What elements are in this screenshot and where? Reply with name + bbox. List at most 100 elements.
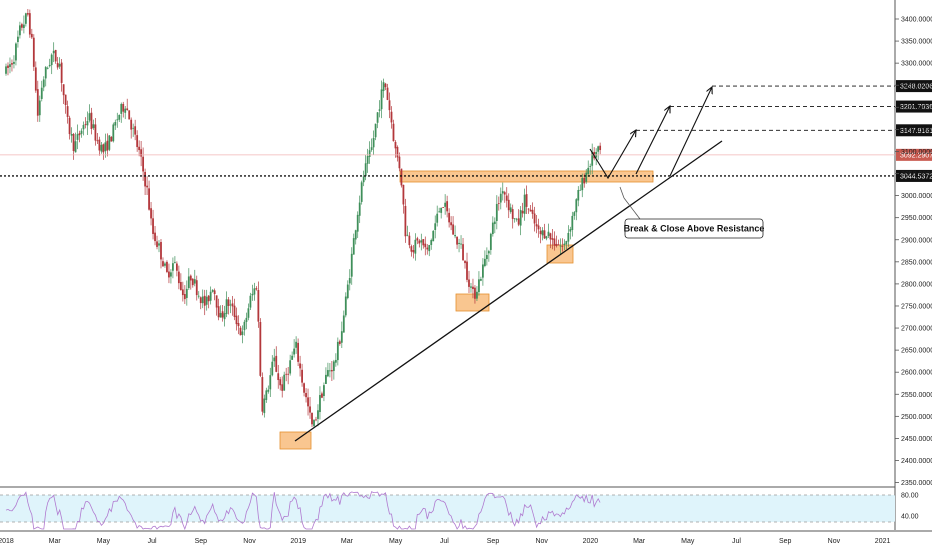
candle-body — [476, 291, 478, 299]
candle-body — [281, 384, 284, 391]
candle-body — [233, 305, 236, 317]
candle-body — [485, 254, 488, 260]
candle-body — [88, 113, 91, 121]
candle-body — [319, 395, 321, 413]
price-tick-label: 3350.0000 — [901, 39, 932, 46]
candle-body — [162, 261, 164, 267]
time-tick-label: Jul — [148, 538, 157, 545]
candle-body — [507, 199, 510, 211]
candle-body — [40, 87, 43, 99]
candle-body — [537, 225, 540, 230]
candle-body — [472, 286, 474, 290]
candle-body — [517, 218, 520, 225]
resistance-tag — [896, 169, 932, 182]
candle-body — [9, 64, 11, 68]
price-tick-label: 3250.0000 — [901, 83, 932, 90]
price-tick-label: 2600.0000 — [901, 370, 932, 377]
candle-body — [301, 369, 303, 383]
callout-pointer — [623, 197, 641, 220]
candle-body — [505, 195, 508, 201]
candle-body — [325, 374, 327, 384]
time-tick-label: Mar — [633, 538, 646, 545]
candle-body — [297, 342, 300, 362]
candle-body — [360, 182, 363, 202]
candle-body — [50, 54, 53, 66]
candle-body — [38, 100, 41, 116]
candle-body — [287, 373, 290, 375]
candle-body — [444, 202, 447, 207]
candle-body — [152, 218, 154, 234]
candle-body — [191, 278, 194, 286]
candle-body — [430, 240, 433, 245]
candle-body — [168, 271, 170, 278]
time-tick-label: Jul — [440, 538, 449, 545]
candle-body — [573, 212, 576, 216]
candle-body — [509, 207, 512, 212]
candle-body — [138, 146, 141, 151]
candle-body — [386, 87, 389, 100]
candle-body — [575, 199, 578, 213]
candle-body — [146, 185, 148, 188]
candle-body — [321, 393, 323, 398]
candle-body — [418, 240, 421, 244]
candle-body — [291, 355, 294, 360]
candle-body — [104, 142, 107, 152]
candle-body — [478, 279, 480, 293]
candle-body — [315, 419, 317, 421]
candle-body — [273, 357, 276, 362]
candle-body — [527, 208, 530, 210]
candle-body — [408, 235, 411, 246]
candle-body — [456, 236, 458, 245]
candle-body — [42, 79, 45, 88]
candle-body — [183, 294, 186, 300]
price-tick-label: 2550.0000 — [901, 392, 932, 399]
rsi-pane: 80.00 40.00 — [5, 491, 919, 531]
candle-body — [108, 135, 111, 150]
resistance-tag-label: 3044.5372 — [900, 173, 932, 180]
candle-body — [239, 327, 242, 336]
candle-body — [434, 223, 437, 230]
candle-body — [112, 124, 115, 142]
candle-body — [523, 194, 526, 214]
candle-body — [144, 171, 146, 187]
candle-body — [132, 127, 135, 129]
candle-body — [482, 264, 484, 278]
candle-body — [448, 212, 451, 223]
candle-body — [229, 304, 232, 306]
candle-body — [334, 359, 337, 363]
candle-body — [46, 67, 49, 69]
candle-body — [589, 166, 592, 167]
time-axis: 2018 Mar May Jul Sep Nov 2019 Mar May Jul Sep Nov 20… — [0, 538, 890, 545]
candle-body — [541, 230, 544, 236]
candle-body — [313, 420, 315, 426]
candle-body — [120, 103, 123, 114]
time-tick-label: Nov — [243, 538, 256, 545]
candle-body — [130, 119, 133, 130]
price-tick-label: 3050.0000 — [901, 171, 932, 178]
candle-body — [156, 241, 158, 247]
candle-body — [332, 361, 335, 371]
candle-body — [177, 271, 180, 284]
candle-body — [179, 282, 182, 291]
candle-body — [158, 243, 160, 246]
candle-body — [370, 147, 373, 150]
rsi-tick-label: 80.00 — [901, 493, 919, 500]
candle-body — [491, 222, 494, 235]
candle-body — [579, 189, 582, 191]
candle-body — [565, 241, 568, 245]
candle-body — [72, 134, 75, 151]
price-tick-label: 3150.0000 — [901, 127, 932, 134]
candle-body — [438, 211, 441, 213]
candle-body — [330, 369, 333, 372]
candle-body — [372, 137, 375, 148]
projection-path-2 — [635, 106, 670, 175]
time-tick-label: May — [681, 538, 695, 545]
candle-body — [150, 208, 152, 219]
candle-body — [166, 261, 168, 272]
candle-body — [7, 65, 9, 68]
candle-body — [452, 224, 454, 235]
candle-body — [54, 49, 57, 62]
candle-body — [350, 253, 353, 277]
candle-body — [48, 64, 51, 67]
candle-body — [154, 232, 156, 242]
